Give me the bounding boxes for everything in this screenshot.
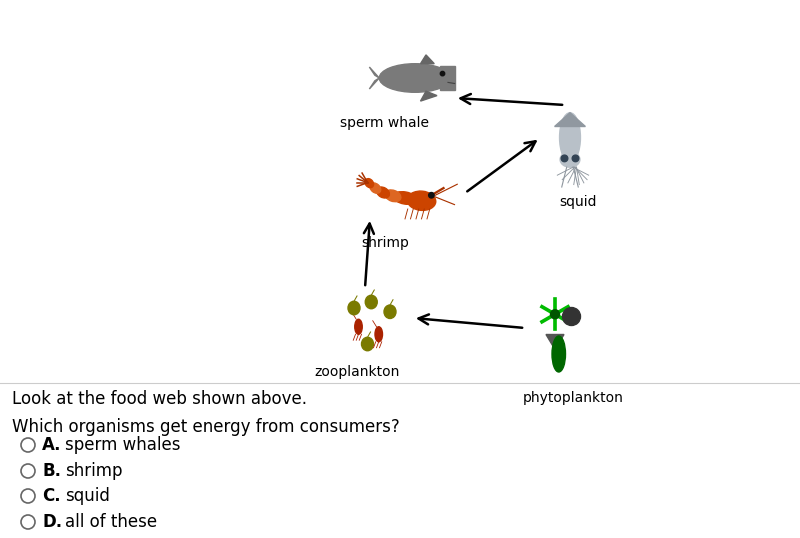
Ellipse shape: [393, 192, 418, 204]
Polygon shape: [370, 78, 379, 89]
Ellipse shape: [379, 63, 450, 93]
Text: zooplankton: zooplankton: [314, 365, 400, 379]
Ellipse shape: [559, 113, 581, 162]
Circle shape: [572, 155, 578, 162]
Circle shape: [550, 310, 559, 318]
Ellipse shape: [348, 301, 360, 315]
Text: squid: squid: [65, 487, 110, 505]
Ellipse shape: [354, 319, 362, 334]
Polygon shape: [546, 335, 564, 350]
Ellipse shape: [377, 187, 390, 198]
Ellipse shape: [370, 183, 381, 193]
Ellipse shape: [365, 179, 374, 188]
Text: B.: B.: [42, 462, 61, 480]
Polygon shape: [421, 91, 437, 101]
Text: shrimp: shrimp: [361, 236, 409, 250]
Text: all of these: all of these: [65, 513, 157, 531]
Polygon shape: [440, 66, 454, 90]
Polygon shape: [554, 113, 586, 126]
Ellipse shape: [366, 295, 378, 309]
Ellipse shape: [407, 191, 436, 210]
Text: Look at the food web shown above.: Look at the food web shown above.: [12, 390, 307, 408]
Ellipse shape: [384, 305, 396, 318]
Circle shape: [562, 308, 581, 325]
Text: D.: D.: [42, 513, 62, 531]
Text: shrimp: shrimp: [65, 462, 122, 480]
Text: sperm whale: sperm whale: [341, 116, 430, 130]
Text: phytoplankton: phytoplankton: [522, 391, 623, 405]
Ellipse shape: [552, 336, 566, 372]
Ellipse shape: [362, 337, 374, 351]
Text: C.: C.: [42, 487, 61, 505]
Circle shape: [429, 193, 434, 198]
Text: Which organisms get energy from consumers?: Which organisms get energy from consumer…: [12, 418, 400, 436]
Ellipse shape: [385, 190, 401, 202]
Circle shape: [440, 72, 445, 76]
Polygon shape: [370, 67, 379, 78]
Polygon shape: [421, 55, 434, 63]
Text: squid: squid: [559, 195, 597, 209]
Text: A.: A.: [42, 436, 62, 454]
Circle shape: [562, 155, 568, 162]
Text: sperm whales: sperm whales: [65, 436, 181, 454]
Ellipse shape: [375, 327, 382, 342]
Ellipse shape: [560, 152, 580, 167]
